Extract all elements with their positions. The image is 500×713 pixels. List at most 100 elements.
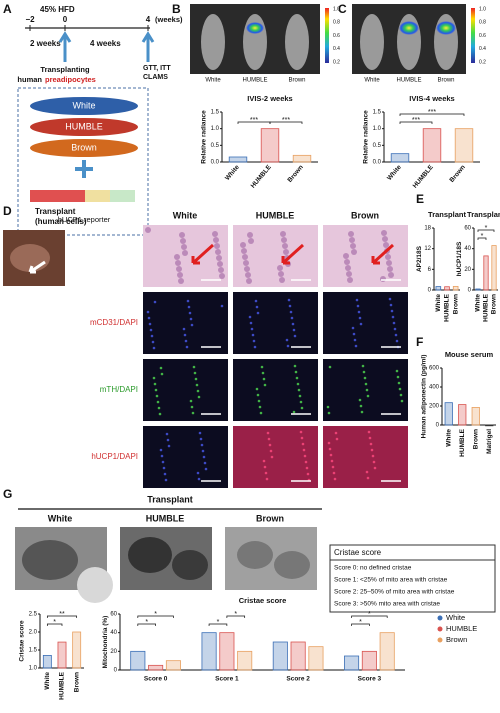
cell-dot (367, 430, 371, 434)
cell-dot (358, 316, 362, 320)
cell-dot (359, 322, 363, 326)
column: Brown (256, 513, 284, 523)
cell-dot (343, 253, 349, 259)
cell-dot (346, 271, 352, 277)
cell-dot (304, 460, 308, 464)
significance: * (154, 611, 157, 618)
cell-dot (242, 254, 248, 260)
legend-label: White (446, 613, 465, 622)
cell-dot (281, 237, 287, 243)
bar (57, 641, 67, 669)
cell-dot (380, 276, 386, 282)
cell-dot (347, 277, 353, 283)
y-tick-label: 0 (468, 288, 472, 294)
cell-dot (257, 399, 261, 403)
arrow (191, 243, 215, 265)
cell-dot (371, 454, 375, 458)
cell-dot (357, 310, 361, 314)
cell-dot (157, 406, 161, 410)
row-label: mCD31/DAPI (90, 318, 138, 327)
cell-dot (365, 388, 369, 392)
significance-bracket (351, 615, 388, 618)
signal (399, 21, 419, 35)
cell-dot (175, 260, 181, 266)
cell-dot (199, 437, 203, 441)
y-tick-label: 2.5 (29, 612, 38, 618)
cell-dot (293, 334, 297, 338)
bar (379, 632, 395, 671)
cell-dot (264, 471, 268, 475)
table-row: Score 0: no defined cristae (334, 565, 412, 572)
cell-dot (185, 345, 189, 349)
x-tick-label: Matrigel (486, 429, 493, 454)
cell-dot (163, 472, 167, 476)
cell-dot (298, 394, 302, 398)
cell-dot (183, 333, 187, 337)
scale-label: 0.2 (333, 59, 340, 65)
cell-dot (249, 321, 253, 325)
bar (454, 128, 474, 163)
cell-dot (361, 364, 365, 368)
cell-dot (248, 238, 254, 244)
row-label: hUCP1/DAPI (91, 452, 138, 461)
cell-label: HUMBLE (65, 121, 103, 131)
cell-dot (196, 471, 200, 475)
cell-dot (282, 243, 288, 249)
y-tick-label: 0.0 (373, 160, 382, 166)
significance-bracket (137, 623, 156, 626)
cell-dot (277, 265, 283, 271)
chart-title: Mouse serum (445, 350, 494, 359)
scale-label: 0.6 (333, 33, 340, 39)
scale-label: 0.4 (479, 46, 486, 52)
micrograph (323, 225, 408, 287)
cell-dot (350, 243, 356, 249)
cell-dot (359, 404, 363, 408)
cell-dot (253, 345, 257, 349)
micrograph (143, 426, 228, 488)
x-tick-label: Score 3 (358, 676, 382, 683)
y-axis-label: AP2/18S (416, 245, 423, 272)
cell-dot (373, 466, 377, 470)
cell-dot (196, 389, 200, 393)
diet: 45% HFD (40, 5, 75, 14)
significance: * (485, 225, 488, 232)
cell-dot (366, 394, 370, 398)
mouse-label: HUMBLE (242, 78, 267, 84)
cell-dot (300, 436, 304, 440)
y-axis-label: Relative radiance (201, 110, 208, 164)
cell-dot (288, 304, 292, 308)
cell-dot (356, 304, 360, 308)
mitochondrion (237, 541, 273, 569)
cell-dot (290, 316, 294, 320)
ivis-2wk: White HUMBLE Brown (190, 4, 329, 84)
legend-swatch (437, 637, 443, 643)
cell-dot (327, 441, 331, 445)
cell-dot (398, 387, 402, 391)
mouse (201, 14, 225, 70)
cell-dot (349, 237, 355, 243)
cell-dot (187, 305, 191, 309)
significance: * (234, 611, 237, 618)
cell-dot (189, 399, 193, 403)
cell-dot (179, 232, 185, 238)
cell-dot (372, 460, 376, 464)
cell-dot (329, 453, 333, 457)
cell-dot (166, 438, 170, 442)
cell-dot (287, 298, 291, 302)
chart-title: Transplant (467, 210, 500, 219)
significance: *** (250, 117, 258, 124)
y-tick-label: 40 (464, 246, 471, 252)
x-tick-label: White (224, 164, 241, 182)
panel-label: C (338, 2, 347, 16)
cell-dot (399, 393, 403, 397)
cell-dot (156, 400, 160, 404)
x-tick-label: Brown (472, 429, 479, 449)
mitochondrion (274, 551, 310, 579)
x-tick-label: HUMBLE (444, 293, 451, 321)
cell-dot (301, 442, 305, 446)
cell-dot (176, 266, 182, 272)
cell-dot (204, 467, 208, 471)
cell-dot (293, 364, 297, 368)
cell-dot (202, 455, 206, 459)
mouse (285, 14, 309, 70)
